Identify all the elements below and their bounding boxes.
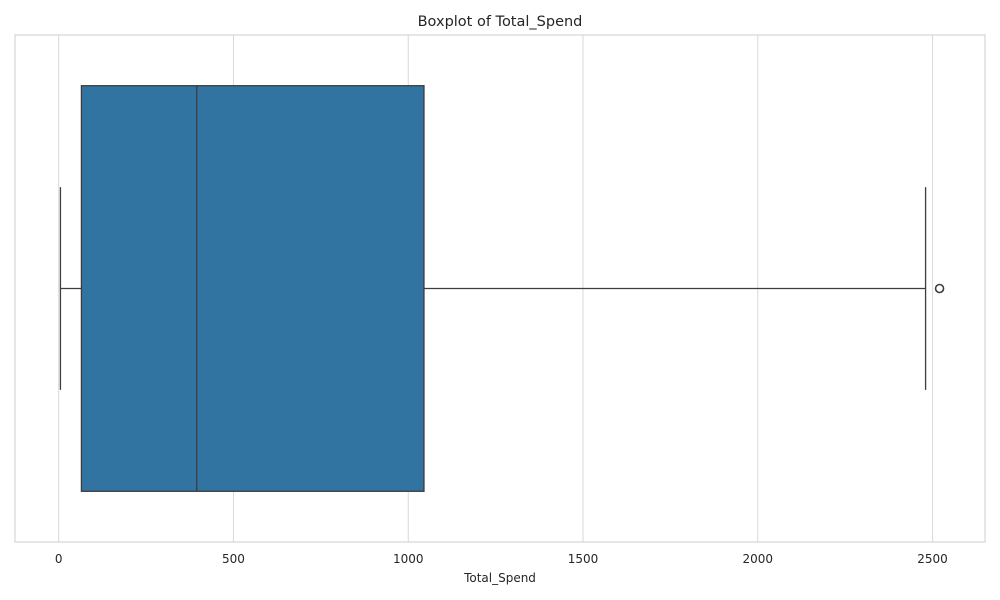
plot-frame xyxy=(14,34,986,543)
chart-title: Boxplot of Total_Spend xyxy=(418,14,583,30)
x-tick-label: 0 xyxy=(55,552,63,566)
outlier-point xyxy=(934,283,945,294)
x-tick-label: 500 xyxy=(222,552,245,566)
x-tick-label: 1500 xyxy=(568,552,599,566)
x-tick-labels: 0 500 1000 1500 2000 2500 xyxy=(55,552,948,566)
box-layer xyxy=(59,85,945,492)
x-tick-label: 2500 xyxy=(917,552,948,566)
x-tick-label: 2000 xyxy=(743,552,774,566)
x-axis-label: Total_Spend xyxy=(463,571,536,585)
iqr-box xyxy=(80,85,425,492)
x-tick-label: 1000 xyxy=(393,552,424,566)
